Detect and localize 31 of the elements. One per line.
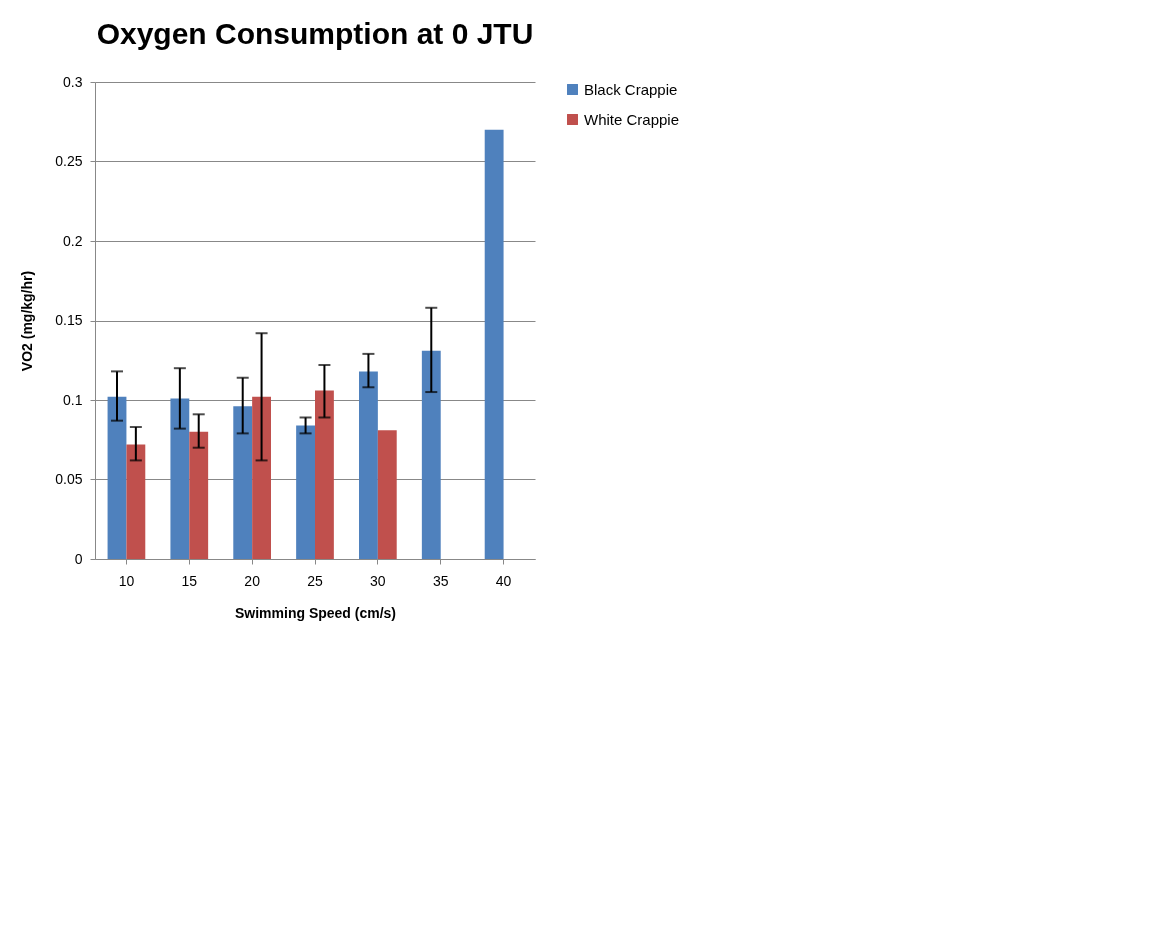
x-tick-label: 25 <box>307 572 323 589</box>
legend-label: White Crappie <box>584 110 680 128</box>
y-tick-label: 0.25 <box>55 153 83 169</box>
y-tick-label: 0 <box>74 550 83 567</box>
bar <box>484 129 504 559</box>
bar <box>189 431 209 559</box>
bar <box>315 390 334 559</box>
x-tick-label: 20 <box>244 572 261 589</box>
bar <box>233 406 253 559</box>
bar <box>421 350 441 559</box>
y-tick-label: 0.15 <box>55 312 83 328</box>
bar <box>252 396 271 559</box>
bar <box>296 425 315 559</box>
y-axis-title: VO2 (mg/kg/hr) <box>19 270 36 372</box>
y-tick-label: 0.05 <box>55 471 83 487</box>
x-tick-label: 35 <box>432 572 449 589</box>
chart-title: Oxygen Consumption at 0 JTU <box>96 17 534 50</box>
x-axis-title: Swimming Speed (cm/s) <box>234 604 397 621</box>
y-tick-label: 0.2 <box>63 232 83 249</box>
y-tick-label: 0.1 <box>63 391 83 408</box>
x-tick-label: 40 <box>495 572 512 589</box>
legend-label: Black Crappie <box>584 80 678 98</box>
bar <box>170 398 190 559</box>
bar <box>107 396 127 559</box>
bar <box>377 430 397 559</box>
x-tick-label: 30 <box>370 572 386 589</box>
bar <box>126 444 146 559</box>
y-tick-label: 0.3 <box>63 73 83 90</box>
bar <box>359 371 378 559</box>
x-tick-label: 10 <box>118 572 135 589</box>
x-tick-label: 15 <box>181 572 198 589</box>
